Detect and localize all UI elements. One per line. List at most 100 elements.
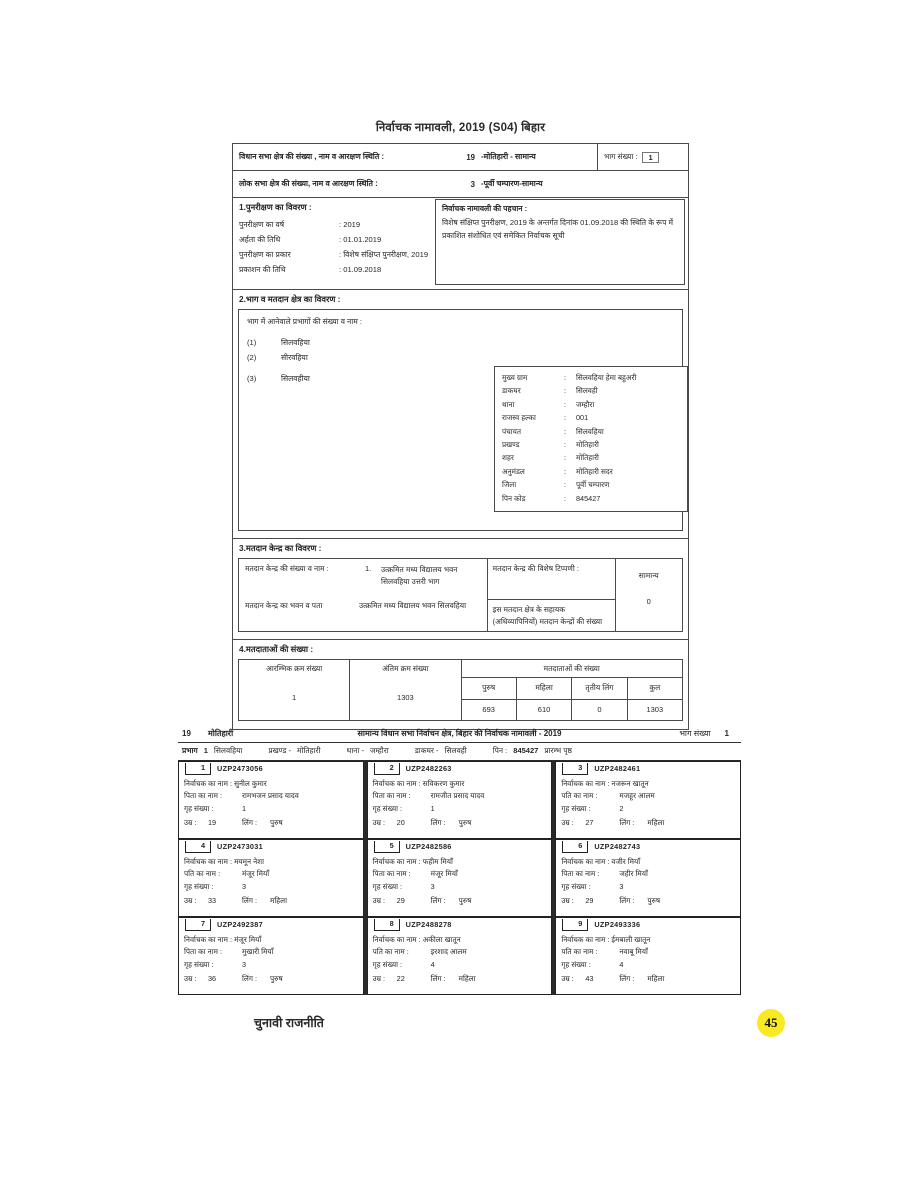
age-label: उम्र : — [184, 818, 197, 828]
voter-card-header: 3 UZP2482461 — [556, 762, 740, 775]
third-gender-header: तृतीय लिंग — [572, 678, 628, 699]
serial-number: 7 — [185, 918, 211, 931]
revision-row: पुनरीक्षण का प्रकार : विशेष संक्षिप्त पु… — [239, 247, 439, 262]
voter-card: 1 UZP2473056 निर्वाचक का नाम : सुनील कुमा… — [178, 761, 364, 839]
voter-card-header: 2 UZP2482263 — [368, 762, 552, 775]
loksabha-row: लोक सभा क्षेत्र की संख्या, नाम व आरक्षण … — [233, 171, 688, 198]
colon: : — [564, 373, 567, 382]
sex-label: लिंग : — [430, 974, 446, 984]
voter-card-header: 8 UZP2488278 — [368, 918, 552, 931]
relation-row: पिता का नाम : रामभजन प्रसाद यादव — [179, 790, 363, 803]
electoral-roll-cover-page: निर्वाचक नामावली, 2019 (S04) बिहार विधान… — [232, 120, 689, 730]
address-label: राजस्व हल्का — [502, 413, 536, 423]
ps-number-value: उत्क्रमित मध्य विद्यालय भवन सिलवहिया उत्… — [381, 565, 458, 586]
address-row: पंचायत: सिलवहिया — [502, 425, 680, 438]
roll-cover-table: विधान सभा क्षेत्र की संख्या , नाम व आरक्… — [232, 143, 689, 730]
total-count: 1303 — [646, 705, 664, 715]
police-station-label: थाना - — [346, 746, 364, 755]
house-label: गृह संख्या : — [184, 959, 214, 969]
age-label: उम्र : — [372, 818, 386, 828]
section4-heading: 4.मतदाताओं की संख्या : — [239, 644, 314, 654]
relation-row: पिता का नाम : मंजूर मियाँ — [368, 868, 552, 881]
age-value: 36 — [208, 974, 217, 984]
sex-label: लिंग : — [619, 818, 635, 828]
address-value: जम्हौरा — [576, 399, 595, 409]
colon: : — [564, 480, 567, 490]
section1-heading: 1.पुनरीक्षण का विवरण : — [239, 202, 312, 212]
address-value: सिलवहिया हेमा बहुअरी — [576, 373, 637, 382]
relation-value: रामभजन प्रसाद यादव — [242, 791, 299, 800]
voter-card-header: 6 UZP2482743 — [556, 840, 740, 853]
name-value: फहीम मियाँ — [422, 857, 453, 866]
ps-number-index: 1. — [365, 564, 372, 573]
part-number-cell: भाग संख्या : 1 — [597, 144, 688, 170]
name-label: निर्वाचक का नाम : — [372, 935, 421, 944]
address-row: अनुमंडल: मोतिहारी सदर — [502, 465, 680, 478]
name-label: निर्वाचक का नाम : — [184, 857, 233, 866]
age-sex-row: उम्र : 33 लिंग : महिला — [179, 894, 363, 907]
relation-value: मुखारी मियाँ — [242, 947, 274, 956]
third-gender-count: 0 — [572, 699, 628, 720]
qualifying-date-label: अर्हता की तिथि — [239, 235, 281, 244]
address-row: थाना: जम्हौरा — [502, 398, 680, 411]
relation-value: जहीर मियाँ — [619, 869, 648, 878]
identity-text: विशेष संक्षिप्त पुनरीक्षण, 2019 के अन्तर… — [442, 218, 674, 240]
assembly-name: -मोतिहारी - सामान्य — [481, 152, 536, 161]
address-value: सिलवहिया — [576, 426, 604, 436]
start-serial-cell: आरम्भिक क्रम संख्या 1 — [239, 660, 351, 720]
voter-name-row: निर्वाचक का नाम : मंजूर मियाँ — [179, 933, 363, 946]
name-value: मंजूर मियाँ — [234, 935, 262, 944]
female-header: महिला — [517, 678, 573, 699]
address-row: डाकघर: सिलवही — [502, 384, 680, 397]
colon: : — [564, 466, 567, 476]
address-label: प्रखण्ड — [502, 440, 520, 450]
house-value: 2 — [619, 803, 624, 813]
address-value: पूर्वी चम्पारण — [576, 480, 610, 490]
voter-card: 3 UZP2482461 निर्वाचक का नाम : नजरून खातू… — [555, 761, 741, 839]
address-label: जिला — [502, 480, 517, 490]
voter-name-row: निर्वाचक का नाम : सविकरण कुमार — [368, 777, 552, 790]
relation-row: पति का नाम : मजहूर आलम — [556, 790, 740, 803]
age-value: 43 — [585, 974, 594, 984]
house-row: गृह संख्या : 2 — [556, 803, 740, 816]
end-serial-value: 1303 — [397, 692, 414, 702]
sex-value: पुरुष — [458, 818, 472, 828]
house-value: 1 — [242, 803, 247, 813]
sex-value: पुरुष — [647, 896, 661, 906]
relation-label: पिता का नाम : — [372, 869, 411, 878]
section2-body: भाग में आनेवाले प्रभागों की संख्या व नाम… — [238, 309, 688, 531]
relation-label: पति का नाम : — [184, 869, 221, 878]
ps-note-value: सामान्य — [638, 571, 659, 580]
house-row: गृह संख्या : 4 — [556, 959, 740, 972]
house-label: गृह संख्या : — [561, 959, 591, 969]
name-label: निर्वाचक का नाम : — [372, 779, 421, 788]
voter-name-row: निर्वाचक का नाम : ईमबाली खातून — [556, 933, 740, 946]
pin-label: पिन : — [492, 746, 508, 755]
voter-card: 2 UZP2482263 निर्वाचक का नाम : सविकरण कुम… — [366, 761, 553, 839]
house-value: 3 — [242, 959, 247, 969]
section-part-area-details: 2.भाग व मतदान क्षेत्र का विवरण : भाग में… — [233, 290, 688, 539]
division-name: सिलवहिया — [213, 746, 243, 755]
end-serial-label: अंतिम क्रम संख्या — [382, 664, 429, 673]
voter-card-header: 1 UZP2473056 — [179, 762, 363, 775]
sex-label: लिंग : — [430, 896, 446, 906]
name-value: अकीला खातून — [422, 935, 461, 944]
roll-identity-box: निर्वाचक नामावली की पहचान : विशेष संक्षि… — [435, 199, 685, 285]
house-value: 1 — [430, 803, 435, 813]
relation-label: पिता का नाम : — [372, 791, 411, 800]
total-header: कुल — [649, 683, 661, 693]
counts-subheaders: पुरुष महिला तृतीय लिंग कुल — [461, 678, 682, 700]
sex-label: लिंग : — [619, 896, 635, 906]
relation-value: रामजीत प्रसाद यादव — [430, 791, 485, 800]
house-label: गृह संख्या : — [372, 959, 403, 969]
address-label: अनुमंडल — [502, 466, 525, 476]
voter-card-header: 5 UZP2482586 — [368, 840, 552, 853]
sex-label: लिंग : — [430, 818, 446, 828]
part-number-value: 1 — [642, 151, 659, 163]
relation-label: पिता का नाम : — [184, 791, 222, 800]
age-value: 27 — [585, 818, 594, 828]
relation-value: इरशाद आलम — [430, 947, 467, 956]
ac-name: मोतिहारी — [208, 729, 234, 738]
age-sex-row: उम्र : 22 लिंग : महिला — [368, 972, 552, 985]
part-value: 1 — [724, 729, 729, 738]
